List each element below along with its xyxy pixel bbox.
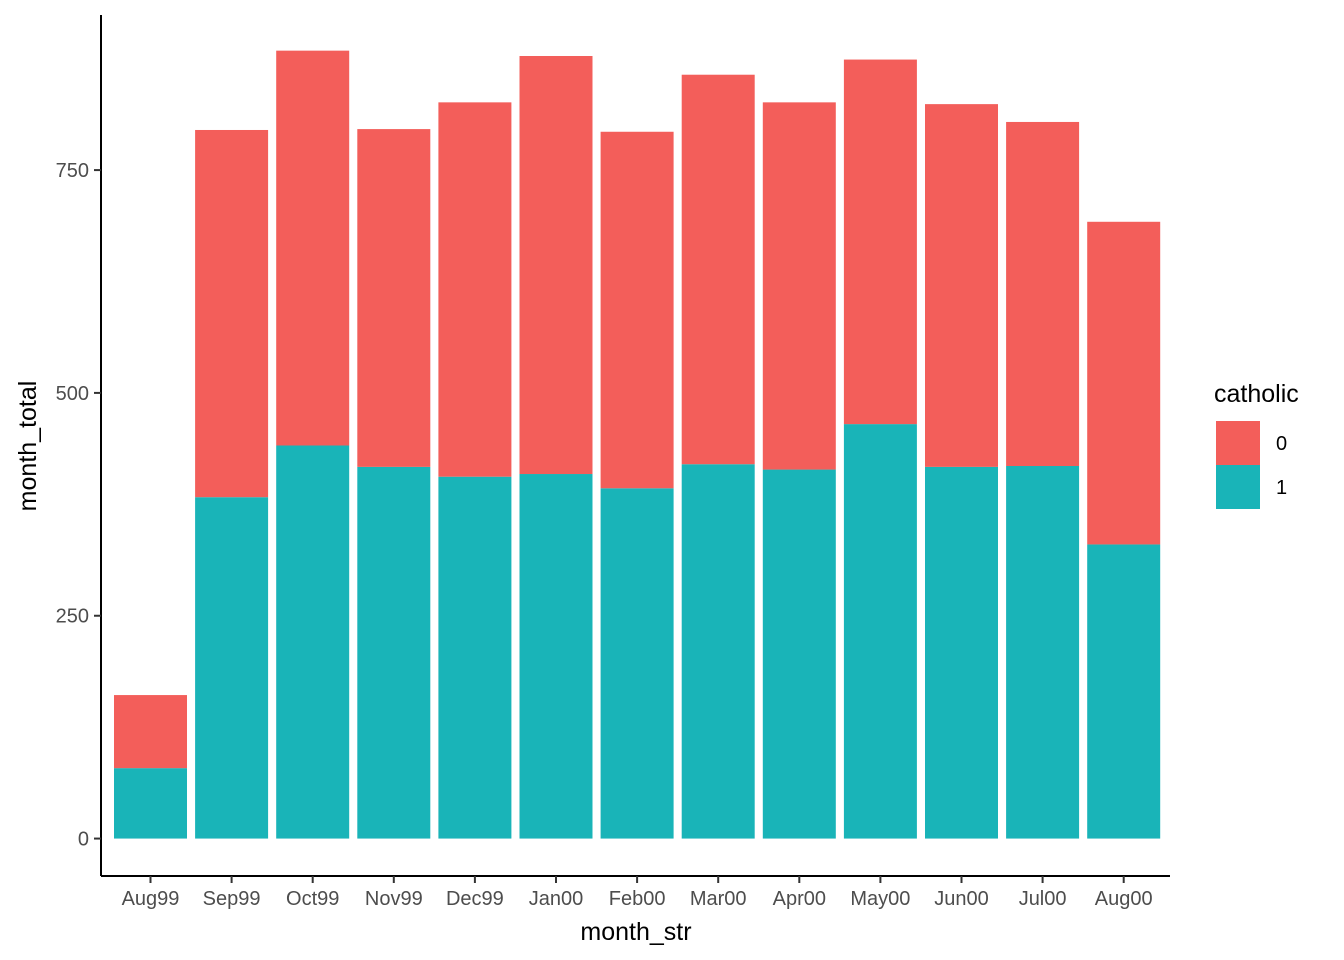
bar-Aug99-series-0 <box>114 695 187 769</box>
x-tick-label: Aug99 <box>122 888 180 910</box>
bar-Sep99-series-0 <box>195 129 269 498</box>
bar-Mar00-series-0 <box>681 74 755 465</box>
x-tick-label: Jul00 <box>1019 888 1067 910</box>
bar-Aug00-series-0 <box>1087 221 1161 545</box>
bar-Dec99-series-0 <box>438 102 512 477</box>
x-tick-label: Apr00 <box>773 888 826 910</box>
x-axis-ticks: Aug99 Sep99 Oct99 Nov99 Dec99 Jan00 Feb00 Mar00… <box>122 876 1153 910</box>
bar-Mar00-series-1 <box>681 464 755 839</box>
bar-Aug00-series-1 <box>1087 544 1161 839</box>
bar-Oct99-series-0 <box>276 50 350 446</box>
legend-key-1 <box>1216 465 1260 509</box>
x-tick-label: Mar00 <box>690 888 747 910</box>
bar-Jan00-series-0 <box>519 56 593 475</box>
bar-Apr00-series-1 <box>762 469 836 839</box>
bars-layer <box>114 50 1161 839</box>
x-tick-label: Oct99 <box>286 888 339 910</box>
legend-label-0: 0 <box>1276 433 1287 455</box>
bar-Feb00-series-0 <box>600 131 674 489</box>
x-tick-label: Dec99 <box>446 888 504 910</box>
bar-Apr00-series-0 <box>762 102 836 470</box>
bar-Nov99-series-1 <box>357 466 431 839</box>
bar-Jul00-series-0 <box>1006 121 1080 467</box>
x-axis-title: month_str <box>580 918 691 946</box>
legend: catholic 0 1 <box>1214 380 1299 509</box>
legend-key-0 <box>1216 421 1260 465</box>
bar-Jul00-series-1 <box>1006 466 1080 839</box>
x-tick-label: Jan00 <box>529 888 584 910</box>
x-tick-label: May00 <box>850 888 910 910</box>
y-axis-ticks: 0 250 500 750 <box>56 160 101 851</box>
x-tick-label: Aug00 <box>1095 888 1153 910</box>
x-tick-label: Sep99 <box>203 888 261 910</box>
bar-May00-series-0 <box>843 59 917 425</box>
bar-Nov99-series-0 <box>357 129 431 467</box>
y-tick-label: 0 <box>78 829 89 851</box>
y-tick-label: 750 <box>56 160 89 182</box>
x-tick-label: Nov99 <box>365 888 423 910</box>
bar-Feb00-series-1 <box>600 488 674 839</box>
bar-Aug99-series-1 <box>114 768 187 839</box>
bar-Dec99-series-1 <box>438 476 512 839</box>
bar-Jun00-series-0 <box>925 104 998 467</box>
bar-Jun00-series-1 <box>925 466 998 839</box>
y-tick-label: 500 <box>56 383 89 405</box>
x-tick-label: Feb00 <box>609 888 666 910</box>
bar-Jan00-series-1 <box>519 474 593 839</box>
legend-label-1: 1 <box>1276 477 1287 499</box>
y-axis-title: month_total <box>14 381 42 512</box>
legend-title: catholic <box>1214 380 1299 408</box>
bar-Sep99-series-1 <box>195 497 269 839</box>
y-tick-label: 250 <box>56 606 89 628</box>
x-tick-label: Jun00 <box>934 888 989 910</box>
bar-Oct99-series-1 <box>276 445 350 839</box>
bar-May00-series-1 <box>843 424 917 839</box>
